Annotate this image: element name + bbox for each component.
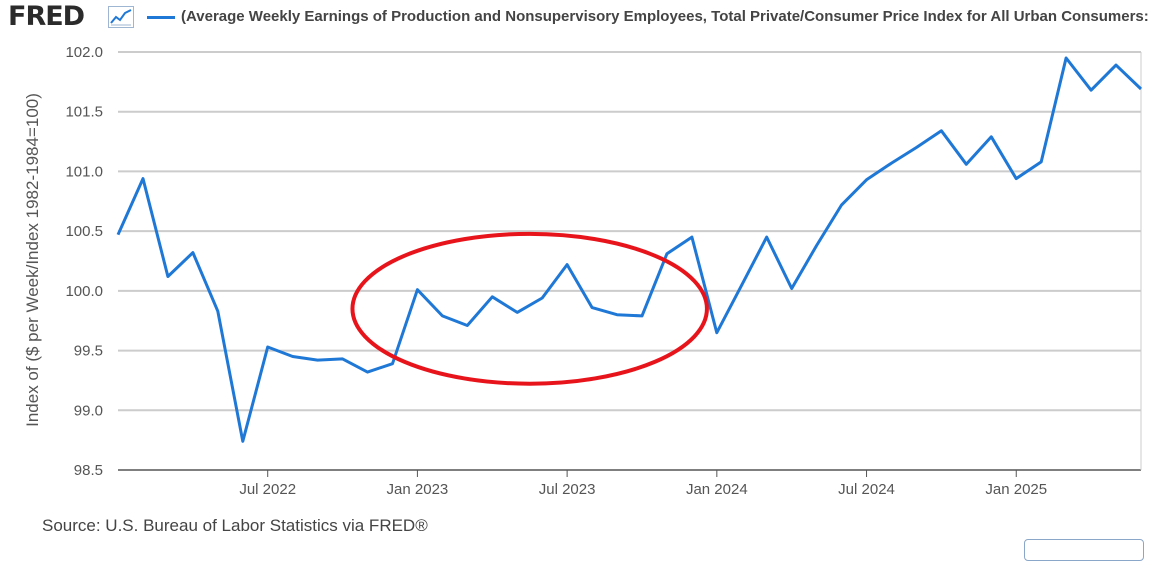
data-point[interactable]: [163, 272, 173, 282]
data-point[interactable]: [313, 355, 323, 365]
source-note: Source: U.S. Bureau of Labor Statistics …: [42, 516, 428, 535]
line-chart: 98.5 99.0 99.5 100.0 100.5 101.0 101.5 102.0 Ju…: [23, 44, 1146, 498]
data-point[interactable]: [288, 352, 298, 362]
data-point[interactable]: [412, 285, 422, 295]
fred-logo[interactable]: FRED: [8, 1, 85, 32]
data-point[interactable]: [1061, 53, 1071, 63]
data-point[interactable]: [113, 230, 123, 240]
y-tick-label: 102.0: [65, 44, 103, 61]
legend-swatch: [147, 16, 175, 19]
y-tick-label: 101.0: [65, 163, 103, 180]
data-point[interactable]: [562, 260, 572, 270]
chart-header: FRED (Average Weekly Earnings of Product…: [0, 0, 1167, 40]
data-point[interactable]: [213, 306, 223, 316]
data-point[interactable]: [662, 249, 672, 259]
y-axis-label: Index of ($ per Week/Index 1982-1984=100…: [23, 93, 42, 427]
y-tick-label: 100.0: [65, 283, 103, 300]
series-title[interactable]: (Average Weekly Earnings of Production a…: [181, 8, 1149, 25]
x-axis-ticks: Jul 2022 Jan 2023 Jul 2023 Jan 2024 Jul 2024…: [239, 470, 1047, 498]
annotation-ellipse: [350, 231, 709, 386]
y-tick-label: 99.5: [74, 343, 103, 360]
y-tick-label: 98.5: [74, 462, 103, 479]
gridlines: [118, 51, 1142, 471]
data-point[interactable]: [1086, 85, 1096, 95]
data-point[interactable]: [687, 232, 697, 242]
data-point[interactable]: [188, 248, 198, 258]
data-point[interactable]: [263, 342, 273, 352]
y-tick-label: 99.0: [74, 402, 103, 419]
data-point[interactable]: [712, 328, 722, 338]
data-point[interactable]: [986, 132, 996, 142]
x-tick-label: Jul 2024: [838, 481, 895, 498]
data-point[interactable]: [737, 280, 747, 290]
data-point[interactable]: [936, 126, 946, 136]
data-point[interactable]: [487, 292, 497, 302]
series-line[interactable]: [116, 56, 1143, 443]
data-point[interactable]: [637, 311, 647, 321]
data-point[interactable]: [1036, 157, 1046, 167]
data-point[interactable]: [238, 436, 248, 446]
x-tick-label: Jan 2025: [985, 481, 1047, 498]
data-point[interactable]: [787, 283, 797, 293]
data-point[interactable]: [537, 293, 547, 303]
data-point[interactable]: [1011, 174, 1021, 184]
data-point[interactable]: [612, 310, 622, 320]
data-point[interactable]: [886, 158, 896, 168]
data-point[interactable]: [587, 303, 597, 313]
y-axis-ticks: 98.5 99.0 99.5 100.0 100.5 101.0 101.5 102.0: [65, 44, 103, 479]
data-point[interactable]: [437, 311, 447, 321]
data-point[interactable]: [338, 354, 348, 364]
data-point[interactable]: [387, 359, 397, 369]
series-layer: [116, 56, 1143, 443]
data-point[interactable]: [512, 307, 522, 317]
chart-line-icon: [108, 6, 134, 28]
data-point[interactable]: [1136, 84, 1146, 94]
data-point[interactable]: [862, 175, 872, 185]
data-point[interactable]: [837, 200, 847, 210]
x-tick-label: Jul 2022: [239, 481, 296, 498]
data-point[interactable]: [1111, 60, 1121, 70]
data-point[interactable]: [812, 240, 822, 250]
data-point[interactable]: [363, 367, 373, 377]
x-tick-label: Jan 2024: [686, 481, 748, 498]
data-point[interactable]: [138, 174, 148, 184]
y-tick-label: 101.5: [65, 104, 103, 121]
x-tick-label: Jul 2023: [539, 481, 596, 498]
data-point[interactable]: [462, 320, 472, 330]
data-point[interactable]: [911, 143, 921, 153]
data-point[interactable]: [961, 159, 971, 169]
y-tick-label: 100.5: [65, 223, 103, 240]
footer-button[interactable]: [1024, 539, 1144, 561]
x-tick-label: Jan 2023: [387, 481, 449, 498]
data-point[interactable]: [762, 232, 772, 242]
